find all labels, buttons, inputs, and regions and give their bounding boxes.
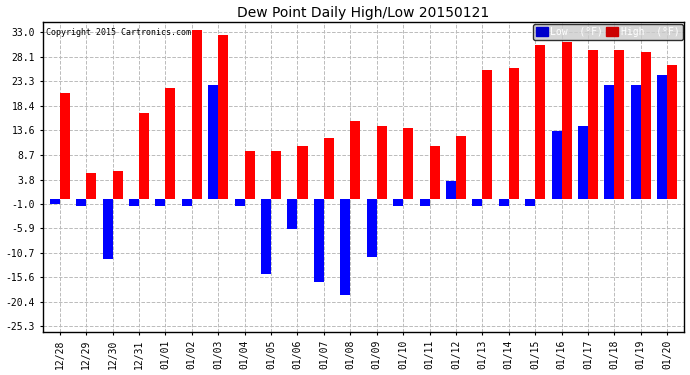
Bar <box>297 146 308 199</box>
Bar <box>261 199 271 274</box>
Bar <box>314 199 324 282</box>
Bar <box>86 174 96 199</box>
Bar <box>139 113 149 199</box>
Bar <box>562 42 571 199</box>
Bar <box>403 128 413 199</box>
Bar <box>551 130 562 199</box>
Bar <box>129 199 139 206</box>
Bar <box>588 50 598 199</box>
Bar <box>525 199 535 206</box>
Bar <box>340 199 351 295</box>
Bar <box>658 75 667 199</box>
Bar <box>631 85 641 199</box>
Bar <box>667 65 678 199</box>
Title: Dew Point Daily High/Low 20150121: Dew Point Daily High/Low 20150121 <box>237 6 490 20</box>
Bar <box>208 85 218 199</box>
Bar <box>192 30 202 199</box>
Bar <box>430 146 440 199</box>
Bar <box>351 120 360 199</box>
Bar <box>181 199 192 206</box>
Bar <box>420 199 430 206</box>
Bar <box>446 181 456 199</box>
Bar <box>473 199 482 206</box>
Bar <box>112 171 123 199</box>
Bar <box>324 138 334 199</box>
Bar <box>218 35 228 199</box>
Bar <box>535 45 545 199</box>
Bar <box>482 70 493 199</box>
Bar <box>499 199 509 206</box>
Bar <box>60 93 70 199</box>
Bar <box>509 68 519 199</box>
Bar <box>393 199 403 206</box>
Bar <box>578 126 588 199</box>
Bar <box>456 136 466 199</box>
Bar <box>604 85 615 199</box>
Bar <box>615 50 624 199</box>
Bar <box>166 88 175 199</box>
Bar <box>288 199 297 229</box>
Bar <box>76 199 86 206</box>
Text: Copyright 2015 Cartronics.com: Copyright 2015 Cartronics.com <box>46 28 190 38</box>
Bar <box>641 53 651 199</box>
Legend: Low  (°F), High  (°F): Low (°F), High (°F) <box>533 24 682 40</box>
Bar <box>50 199 60 204</box>
Bar <box>377 126 387 199</box>
Bar <box>103 199 112 259</box>
Bar <box>271 151 281 199</box>
Bar <box>155 199 166 206</box>
Bar <box>235 199 245 206</box>
Bar <box>245 151 255 199</box>
Bar <box>366 199 377 257</box>
